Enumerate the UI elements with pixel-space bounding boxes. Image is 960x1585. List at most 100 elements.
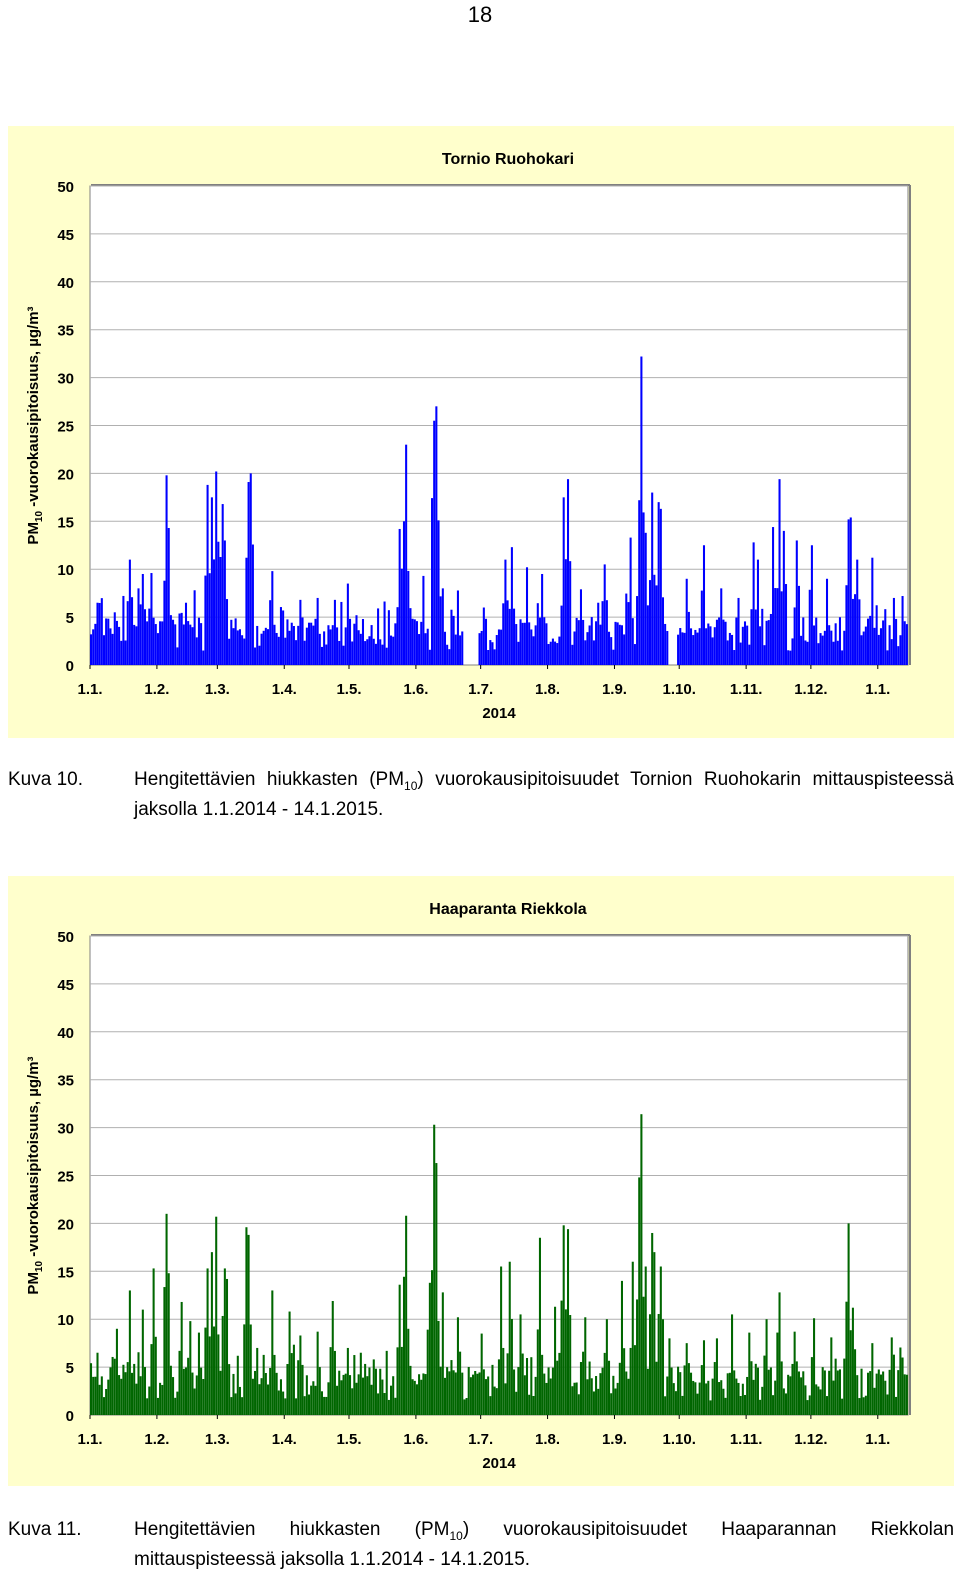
bar xyxy=(128,559,131,665)
bar xyxy=(288,1311,291,1415)
bar xyxy=(368,636,371,665)
bar xyxy=(674,1391,677,1415)
bar xyxy=(264,627,267,665)
bar xyxy=(387,610,390,665)
bar xyxy=(437,1320,440,1415)
bar xyxy=(737,597,740,665)
bar xyxy=(869,1371,872,1415)
bar xyxy=(873,627,876,665)
bar xyxy=(877,1369,880,1415)
bar xyxy=(262,1354,265,1415)
bar xyxy=(685,578,688,665)
bar xyxy=(433,1124,436,1415)
bar xyxy=(759,626,762,665)
bar xyxy=(538,1237,541,1415)
bar xyxy=(823,630,826,665)
bar xyxy=(778,1292,781,1415)
bar xyxy=(696,1393,699,1415)
x-tick-label: 1.8. xyxy=(535,1431,560,1448)
bar xyxy=(385,647,388,665)
x-tick-label: 1.1. xyxy=(865,1431,890,1448)
bar xyxy=(441,588,444,665)
bar xyxy=(661,597,665,665)
bar xyxy=(651,492,654,665)
bar xyxy=(297,625,300,665)
bar xyxy=(508,1261,511,1415)
bar xyxy=(644,1266,647,1415)
bar xyxy=(366,639,369,665)
y-tick-label: 35 xyxy=(57,323,74,340)
bar xyxy=(636,596,639,665)
bar xyxy=(122,1364,125,1415)
bar xyxy=(271,1290,274,1415)
bar xyxy=(428,1282,431,1415)
bar xyxy=(817,643,820,665)
bar xyxy=(677,1366,680,1415)
bar xyxy=(761,608,764,665)
bar xyxy=(152,617,155,665)
bar xyxy=(225,1278,229,1415)
bar xyxy=(525,567,529,665)
bar xyxy=(260,633,263,665)
bar xyxy=(133,1363,136,1415)
bar xyxy=(271,571,274,665)
bar xyxy=(379,1368,382,1415)
bar xyxy=(456,1317,459,1415)
bar xyxy=(292,1344,295,1415)
bar xyxy=(273,624,276,665)
bar xyxy=(480,1333,483,1415)
bar xyxy=(860,1368,863,1415)
bar xyxy=(780,1361,783,1415)
bar xyxy=(765,1319,768,1415)
bar xyxy=(465,1398,468,1415)
bar xyxy=(323,631,326,665)
bar xyxy=(420,621,423,665)
bar xyxy=(312,625,315,665)
bar xyxy=(640,356,643,665)
bar xyxy=(547,644,550,665)
bar xyxy=(377,608,380,665)
bar xyxy=(325,644,328,665)
bar xyxy=(638,500,641,665)
bar xyxy=(620,625,623,665)
bar xyxy=(800,635,803,665)
x-tick-label: 1.3. xyxy=(205,1431,230,1448)
bar xyxy=(331,625,334,665)
bar xyxy=(402,1276,406,1415)
bar xyxy=(705,1383,708,1415)
bar xyxy=(702,1340,706,1415)
bar xyxy=(100,1376,103,1415)
bar xyxy=(217,541,220,665)
bar xyxy=(748,644,751,665)
bar xyxy=(400,568,403,665)
bar xyxy=(536,1329,539,1415)
bar xyxy=(545,1382,548,1415)
bar xyxy=(264,1373,267,1415)
bar xyxy=(538,617,541,665)
bar xyxy=(724,1397,727,1415)
bar xyxy=(446,644,449,665)
bar xyxy=(422,575,425,665)
bar xyxy=(327,625,330,665)
bar xyxy=(452,615,455,665)
bar xyxy=(700,590,703,665)
y-tick-label: 20 xyxy=(57,1216,74,1233)
bar xyxy=(569,561,572,665)
bar xyxy=(871,1343,874,1415)
bar xyxy=(854,1349,857,1415)
bar xyxy=(592,640,595,665)
bar xyxy=(234,1393,237,1415)
bar xyxy=(897,646,900,665)
bar xyxy=(754,609,757,665)
bar xyxy=(504,1383,507,1415)
bar xyxy=(407,570,410,665)
bar xyxy=(625,1371,628,1415)
bar xyxy=(756,559,759,665)
x-axis-label: 2014 xyxy=(482,1455,516,1472)
bar xyxy=(349,1375,352,1415)
bar xyxy=(426,628,429,665)
bar xyxy=(802,617,805,665)
x-axis-label: 2014 xyxy=(482,705,516,722)
bar xyxy=(804,640,807,665)
bar xyxy=(461,631,464,665)
